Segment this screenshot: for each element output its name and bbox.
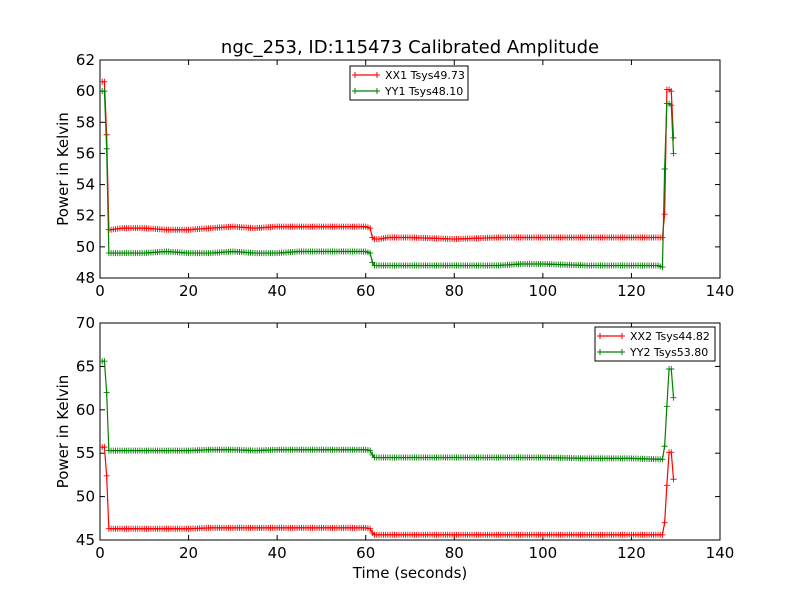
data-point [668,449,675,456]
bottom-plot: 0 20 40 60 80 100 120 140 45 50 55 60 65 70 Power in K… [54,314,734,582]
data-point [661,519,668,526]
data-point [103,145,110,152]
x-tick-label: 20 [179,544,198,562]
x-tick-label: 140 [706,544,735,562]
x-axis-label: Time (seconds) [352,564,468,582]
legend-marker [619,349,625,355]
data-point [668,102,675,109]
x-tick-label: 120 [617,544,646,562]
legend-label: YY1 Tsys48.10 [384,85,463,98]
data-point [668,366,675,373]
data-point [668,88,675,95]
x-tick-label: 120 [617,282,646,300]
data-point [659,531,666,538]
data-point [670,476,677,483]
legend-label: XX2 Tsys44.82 [630,330,710,343]
top-plot: 0 20 40 60 80 100 120 140 48 50 52 54 56 58 60 62 Power … [54,51,734,300]
chart-title: ngc_253, ID:115473 Calibrated Amplitude [221,37,599,58]
legend-box [349,65,469,101]
legend-marker [597,333,603,339]
data-point [101,78,108,85]
x-tick-label: 60 [356,282,375,300]
x-tick-label: 20 [179,282,198,300]
data-point [103,389,110,396]
x-tick-label: 80 [445,282,464,300]
x-tick-label: 0 [95,544,105,562]
y-tick-label: 54 [76,176,95,194]
y-tick-label: 62 [76,51,95,69]
data-point [659,264,666,271]
series-2 [99,88,677,271]
legend-marker [374,88,380,94]
y-tick-label: 50 [76,238,95,256]
legend-marker [597,349,603,355]
y-axis-label: Power in Kelvin [54,112,72,226]
data-point [367,225,374,232]
data-point [367,525,374,532]
data-point [670,150,677,157]
x-tick-label: 140 [706,282,735,300]
y-axis-label: Power in Kelvin [54,375,72,489]
data-point [367,447,374,454]
data-point [663,403,670,410]
series-2 [99,358,677,463]
legend: XX1 Tsys49.73 YY1 Tsys48.10 [349,65,469,101]
x-tick-label: 80 [445,544,464,562]
legend-marker [374,72,380,78]
legend-box [594,326,716,362]
data-point [663,482,670,489]
x-tick-label: 40 [268,282,287,300]
data-point [659,234,666,241]
legend-marker [352,88,358,94]
y-tick-label: 70 [76,314,95,332]
x-tick-label: 100 [529,544,558,562]
y-tick-label: 52 [76,207,95,225]
data-point [101,358,108,365]
x-tick-label: 60 [356,544,375,562]
x-tick-label: 40 [268,544,287,562]
data-point [670,134,677,141]
legend-label: XX1 Tsys49.73 [385,69,465,82]
data-point [661,443,668,450]
x-tick-label: 100 [529,282,558,300]
y-tick-label: 45 [76,531,95,549]
data-point [369,259,376,266]
data-point [367,250,374,257]
y-tick-label: 55 [76,444,95,462]
series-1 [99,444,677,538]
y-tick-label: 65 [76,357,95,375]
legend-marker [619,333,625,339]
y-tick-label: 50 [76,488,95,506]
data-point [101,444,108,451]
y-tick-label: 48 [76,269,95,287]
series-1 [99,78,677,243]
y-tick-label: 56 [76,144,95,162]
legend: XX2 Tsys44.82 YY2 Tsys53.80 [594,326,716,362]
data-point [101,88,108,95]
data-point [670,394,677,401]
legend-marker [352,72,358,78]
data-point [103,472,110,479]
y-tick-label: 60 [76,401,95,419]
data-point [661,166,668,172]
legend-label: YY2 Tsys53.80 [629,346,708,359]
y-tick-label: 60 [76,82,95,100]
data-point [661,211,668,218]
x-tick-label: 0 [95,282,105,300]
data-point [659,456,666,463]
y-tick-label: 58 [76,113,95,131]
